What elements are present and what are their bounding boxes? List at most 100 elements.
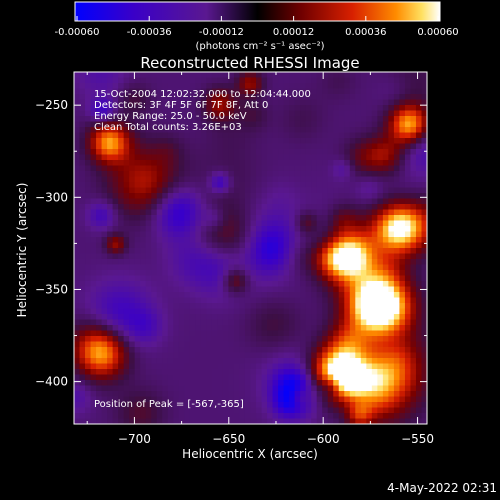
heatmap-cell [256,336,263,343]
heatmap-cell [118,297,125,304]
heatmap-cell [118,187,125,194]
heatmap-cell [371,231,378,238]
heatmap-cell [371,105,378,112]
heatmap-cell [289,330,296,337]
heatmap-cell [349,248,356,255]
heatmap-cell [344,110,351,117]
heatmap-cell [256,94,263,101]
heatmap-cell [327,154,334,161]
heatmap-cell [200,165,207,172]
heatmap-cell [178,77,185,84]
heatmap-cell [388,154,395,161]
heatmap-cell [338,242,345,249]
heatmap-cell [261,341,268,348]
x-axis-label: Heliocentric X (arcsec) [182,447,318,461]
heatmap-cell [393,242,401,249]
heatmap-cell [189,330,196,337]
heatmap-cell [349,270,356,277]
heatmap-cell [151,72,158,79]
heatmap-cell [189,264,196,271]
heatmap-cell [382,83,389,90]
heatmap-cell [360,314,367,321]
heatmap-cell [239,385,246,392]
heatmap-cell [145,237,152,244]
heatmap-cell [85,314,92,321]
heatmap-cell [388,297,395,304]
heatmap-cell [300,215,307,222]
heatmap-cell [355,110,362,117]
heatmap-cell [404,248,412,255]
heatmap-cell [222,143,230,150]
heatmap-cell [233,160,241,167]
heatmap-cell [206,374,213,381]
heatmap-cell [278,325,285,332]
heatmap-cell [140,391,147,398]
heatmap-cell [195,72,202,79]
heatmap-cell [173,253,180,260]
heatmap-cell [79,143,86,150]
heatmap-cell [184,374,191,381]
heatmap-cell [118,325,125,332]
heatmap-cell [101,264,108,271]
heatmap-cell [162,402,169,409]
heatmap-cell [167,160,174,167]
heatmap-cell [222,226,230,233]
heatmap-cell [74,341,81,348]
heatmap-cell [250,116,257,123]
heatmap-cell [355,418,362,424]
heatmap-cell [222,314,230,321]
heatmap-cell [151,176,158,183]
heatmap-cell [388,138,395,145]
heatmap-cell [377,187,384,194]
heatmap-cell [211,275,219,282]
heatmap-cell [360,407,367,414]
heatmap-cell [267,308,274,315]
heatmap-cell [404,209,412,216]
heatmap-cell [156,143,163,150]
heatmap-cell [140,358,147,365]
heatmap-cell [173,281,180,288]
heatmap-cell [118,380,125,387]
heatmap-cell [167,88,174,95]
heatmap-cell [162,110,169,117]
heatmap-cell [107,303,114,310]
heatmap-cell [167,286,174,293]
heatmap-cell [344,308,351,315]
heatmap-cell [217,325,224,332]
heatmap-cell [371,270,378,277]
heatmap-cell [162,198,169,205]
heatmap-cell [74,325,81,332]
heatmap-cell [355,193,362,200]
heatmap-cell [96,248,103,255]
heatmap-cell [222,154,230,161]
heatmap-cell [156,286,163,293]
heatmap-cell [371,242,378,249]
heatmap-cell [294,138,301,145]
heatmap-cell [388,83,395,90]
heatmap-cell [217,308,224,315]
heatmap-cell [151,275,158,282]
heatmap-cell [79,198,86,205]
heatmap-cell [222,94,230,101]
heatmap-cell [316,154,323,161]
heatmap-cell [278,286,285,293]
heatmap-cell [300,121,307,128]
heatmap-cell [399,143,406,150]
heatmap-cell [388,160,395,167]
heatmap-cell [256,242,263,249]
heatmap-cell [90,149,97,156]
heatmap-cell [250,336,257,343]
heatmap-cell [85,176,92,183]
heatmap-cell [311,402,318,409]
heatmap-cell [261,171,268,178]
heatmap-cell [421,138,427,145]
heatmap-cell [112,275,119,282]
heatmap-cell [415,418,423,424]
heatmap-cell [112,363,119,370]
heatmap-cell [239,127,246,134]
heatmap-cell [272,413,279,420]
heatmap-cell [101,336,108,343]
heatmap-cell [178,259,185,266]
heatmap-cell [134,149,141,156]
heatmap-cell [311,132,318,139]
